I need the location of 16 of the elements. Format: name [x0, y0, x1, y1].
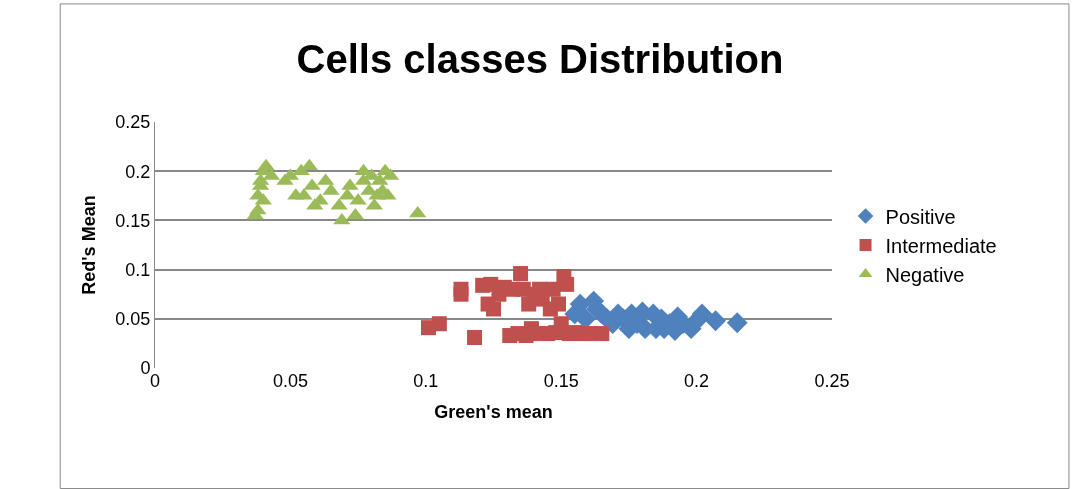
y-tick-label: 0.05 — [115, 309, 151, 330]
y-tick-label: 0.2 — [125, 161, 151, 182]
chart-title: Cells classes Distribution — [296, 36, 784, 81]
x-tick-label: 0.05 — [272, 371, 308, 391]
legend-label: Intermediate — [885, 234, 997, 257]
y-axis-title: Red's Mean — [78, 195, 99, 295]
y-tick-label: 0.1 — [125, 259, 151, 280]
x-axis-title: Green's mean — [434, 402, 553, 423]
x-tick-label: 0.15 — [543, 371, 579, 391]
x-tick-label: 0.1 — [413, 371, 439, 391]
legend-label: Positive — [885, 205, 956, 228]
x-tick-label: 0.2 — [684, 371, 710, 391]
y-tick-label: 0.25 — [115, 112, 151, 133]
legend-label: Negative — [885, 263, 965, 286]
x-tick-label: 0.25 — [814, 371, 850, 391]
y-tick-label: 0.15 — [115, 210, 151, 231]
